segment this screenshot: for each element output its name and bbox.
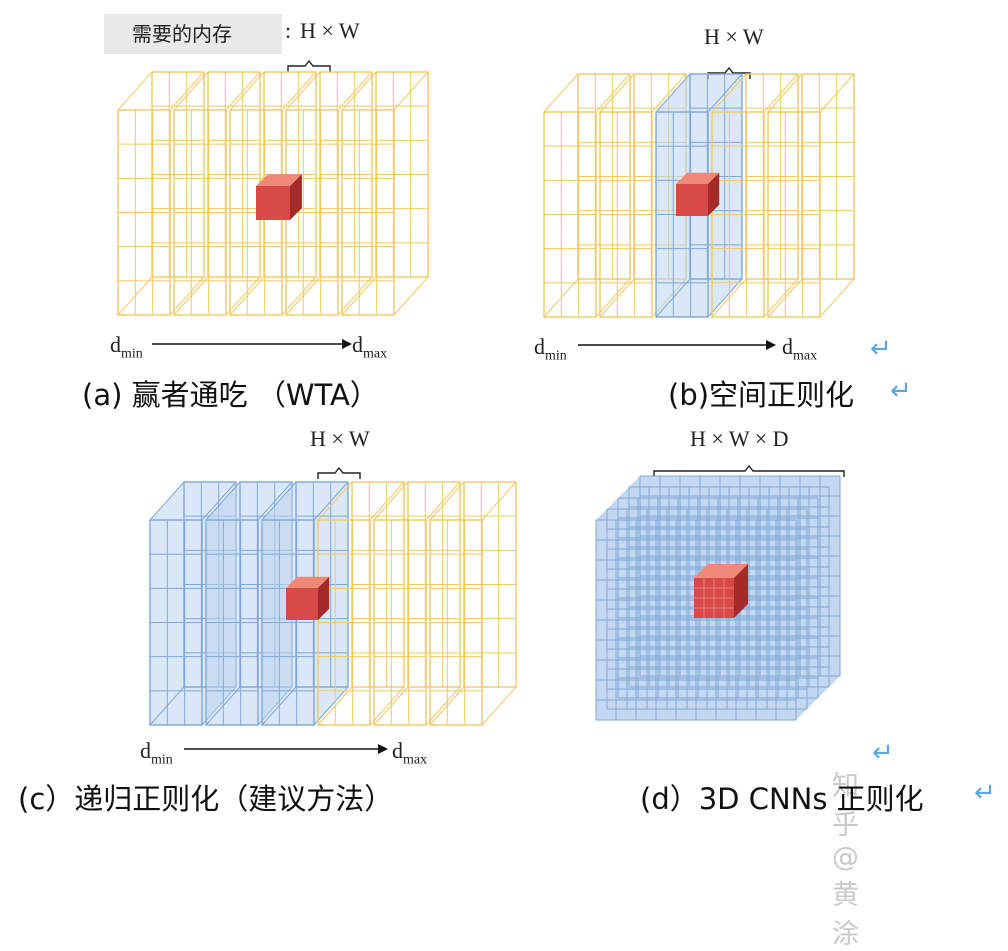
axis-max-a: dmax xyxy=(352,332,388,362)
arrow-head-icon xyxy=(342,339,352,349)
slab-a xyxy=(117,71,205,316)
slab-c xyxy=(373,481,461,726)
return-arrow-icon: ↵ xyxy=(870,334,892,364)
bracket-icon xyxy=(287,59,331,72)
highlight-cell-icon xyxy=(676,172,720,216)
slab-c xyxy=(317,481,405,726)
axis-min-c: dmin xyxy=(140,738,173,768)
caption-a: (a) 赢者通吃 （WTA） xyxy=(82,378,379,412)
highlight-cell-icon xyxy=(286,576,330,620)
return-arrow-icon: ↵ xyxy=(974,778,996,808)
caption-c: (c）递归正则化（建议方法） xyxy=(18,782,394,816)
dim-label-b: H × W xyxy=(704,24,764,49)
axis-max-c: dmax xyxy=(392,738,428,768)
cost-volume-a xyxy=(117,59,855,754)
dim-label-c: H × W xyxy=(310,426,370,451)
caption-d: (d）3D CNNs 正则化 xyxy=(640,782,924,816)
slab-b xyxy=(711,73,799,318)
dim-label-a: H × W xyxy=(300,18,360,43)
slab-b xyxy=(767,73,855,318)
memory-label: 需要的内存 xyxy=(104,14,282,54)
axis-min-b: dmin xyxy=(534,334,567,364)
highlight-cell-icon xyxy=(694,564,748,618)
dim-label-d: H × W × D xyxy=(690,426,789,451)
bracket-icon xyxy=(653,464,845,477)
memory-colon: : xyxy=(285,18,292,43)
slab-a xyxy=(341,71,429,316)
highlight-cell-icon xyxy=(256,174,302,220)
return-arrow-icon: ↵ xyxy=(890,376,912,406)
axis-max-b: dmax xyxy=(782,334,818,364)
slab-b xyxy=(543,73,631,318)
axis-min-a: dmin xyxy=(110,332,143,362)
return-arrow-icon: ↵ xyxy=(872,738,894,768)
arrow-head-icon xyxy=(378,744,388,754)
caption-b: (b)空间正则化 xyxy=(668,378,855,412)
bracket-icon xyxy=(317,466,361,479)
arrow-head-icon xyxy=(766,340,776,350)
slab-c xyxy=(429,481,517,726)
slab-a xyxy=(173,71,261,316)
bracket-icon xyxy=(707,66,751,79)
